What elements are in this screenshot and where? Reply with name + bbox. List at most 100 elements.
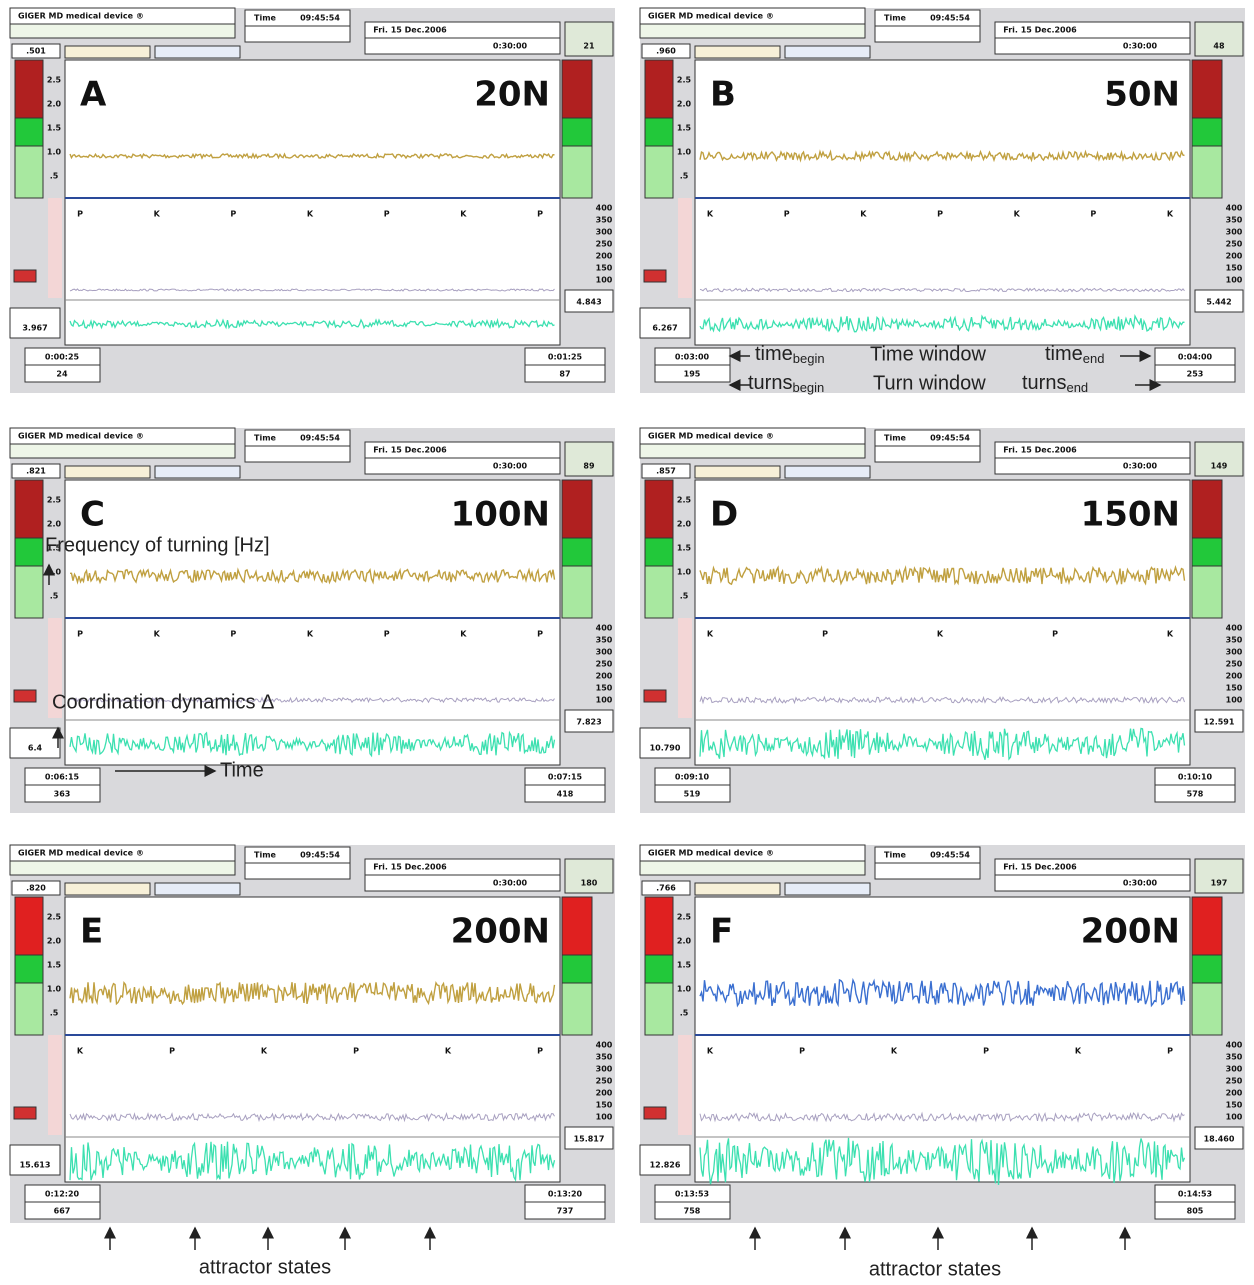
right-tick-label: 200: [596, 1089, 613, 1098]
phase-marker: K: [307, 630, 314, 639]
right-tick-label: 400: [596, 1041, 613, 1050]
annotation-sub: begin: [793, 351, 825, 366]
flag: [644, 1107, 666, 1119]
phase-marker: P: [937, 210, 943, 219]
left-tick-label: .5: [680, 592, 689, 601]
duration: 0:30:00: [493, 462, 528, 471]
ratio: .501: [26, 47, 46, 56]
left-tick-label: 1.5: [677, 544, 692, 553]
time-label: Time: [884, 851, 907, 860]
annotation-sub: end: [1066, 380, 1088, 395]
annotation: Turn window: [873, 372, 986, 394]
phase-marker: P: [983, 1047, 989, 1056]
date: Fri. 15 Dec.2006: [1003, 26, 1077, 35]
duration-box: [365, 38, 560, 54]
left-tick-label: 2.5: [47, 496, 62, 505]
phase-marker: P: [353, 1047, 359, 1056]
time-label: Time: [254, 14, 277, 23]
counter: 180: [581, 879, 598, 888]
turns-begin: 24: [56, 370, 68, 379]
time-begin: 0:09:10: [675, 773, 710, 782]
monitor-panel: GIGER MD medical device ®Time09:45:54Fri…: [10, 845, 615, 1223]
right-tick-label: 400: [596, 204, 613, 213]
clock: 09:45:54: [300, 851, 340, 860]
left-tick-label: 1.0: [677, 985, 692, 994]
status-box: [875, 446, 980, 462]
duration: 0:30:00: [493, 879, 528, 888]
ratio: .820: [26, 884, 46, 893]
legend-box: [695, 46, 780, 58]
phase-marker: K: [460, 630, 467, 639]
left-value: 10.790: [650, 744, 681, 753]
device-name: GIGER MD medical device ®: [648, 432, 774, 441]
time-end: 0:14:53: [1178, 1190, 1212, 1199]
level-bar: [15, 566, 43, 618]
right-tick-label: 150: [1226, 684, 1243, 693]
duration-box: [365, 458, 560, 474]
subtitle-box: [640, 444, 865, 458]
time-begin: 0:03:00: [675, 353, 710, 362]
phase-marker: K: [261, 1047, 268, 1056]
legend-box: [785, 466, 870, 478]
right-tick-label: 150: [596, 264, 613, 273]
force-label: 200N: [451, 912, 550, 952]
right-value: 4.843: [576, 298, 601, 307]
monitor-panel: GIGER MD medical device ®Time09:45:54Fri…: [10, 428, 615, 813]
level-bar: [562, 118, 592, 146]
device-name: GIGER MD medical device ®: [18, 432, 144, 441]
annotation-main: turns: [1022, 372, 1066, 394]
phase-marker: P: [384, 210, 390, 219]
annotation-main: turns: [748, 372, 792, 394]
right-value: 12.591: [1204, 718, 1235, 727]
legend-box: [155, 466, 240, 478]
turns-end: 253: [1187, 370, 1204, 379]
monitor-panel: GIGER MD medical device ®Time09:45:54Fri…: [10, 8, 615, 393]
level-bar: [1192, 146, 1222, 198]
left-tick-label: .5: [50, 592, 59, 601]
left-tick-label: 1.5: [47, 961, 62, 970]
status-box: [245, 26, 350, 42]
duration-box: [365, 875, 560, 891]
phase-marker: K: [860, 210, 867, 219]
legend-box: [155, 883, 240, 895]
right-value: 7.823: [576, 718, 601, 727]
right-tick-label: 350: [596, 636, 613, 645]
level-bar: [15, 146, 43, 198]
right-tick-label: 100: [596, 1113, 613, 1122]
right-tick-label: 200: [596, 672, 613, 681]
right-tick-label: 200: [596, 252, 613, 261]
duration-box: [995, 458, 1190, 474]
device-name: GIGER MD medical device ®: [18, 849, 144, 858]
time-label: Time: [254, 434, 277, 443]
turns-begin: 667: [54, 1207, 71, 1216]
level-bar: [645, 146, 673, 198]
axis-strip: [48, 198, 62, 298]
device-name: GIGER MD medical device ®: [648, 849, 774, 858]
right-tick-label: 100: [596, 276, 613, 285]
annotation: attractor states: [869, 1258, 1001, 1280]
right-tick-label: 400: [1226, 1041, 1243, 1050]
level-bar: [1192, 118, 1222, 146]
right-tick-label: 100: [1226, 1113, 1243, 1122]
counter-box: [565, 859, 613, 893]
right-tick-label: 400: [1226, 204, 1243, 213]
phase-marker: K: [154, 630, 161, 639]
counter-box: [565, 22, 613, 56]
right-tick-label: 400: [596, 624, 613, 633]
monitor-panel: GIGER MD medical device ®Time09:45:54Fri…: [640, 8, 1245, 393]
turns-end: 418: [557, 790, 574, 799]
time-label: Time: [884, 14, 907, 23]
subtitle-box: [10, 444, 235, 458]
turns-end: 805: [1187, 1207, 1204, 1216]
device-name: GIGER MD medical device ®: [648, 12, 774, 21]
phase-marker: P: [230, 630, 236, 639]
counter: 48: [1213, 42, 1225, 51]
duration: 0:30:00: [1123, 879, 1158, 888]
right-value: 5.442: [1206, 298, 1231, 307]
counter: 149: [1211, 462, 1228, 471]
left-tick-label: 2.5: [677, 913, 692, 922]
right-tick-label: 150: [1226, 1101, 1243, 1110]
screenshot: GIGER MD medical device ® Time 09:45:54 Fri…: [0, 0, 1254, 1285]
left-tick-label: 2.0: [677, 520, 692, 529]
phase-marker: K: [445, 1047, 452, 1056]
